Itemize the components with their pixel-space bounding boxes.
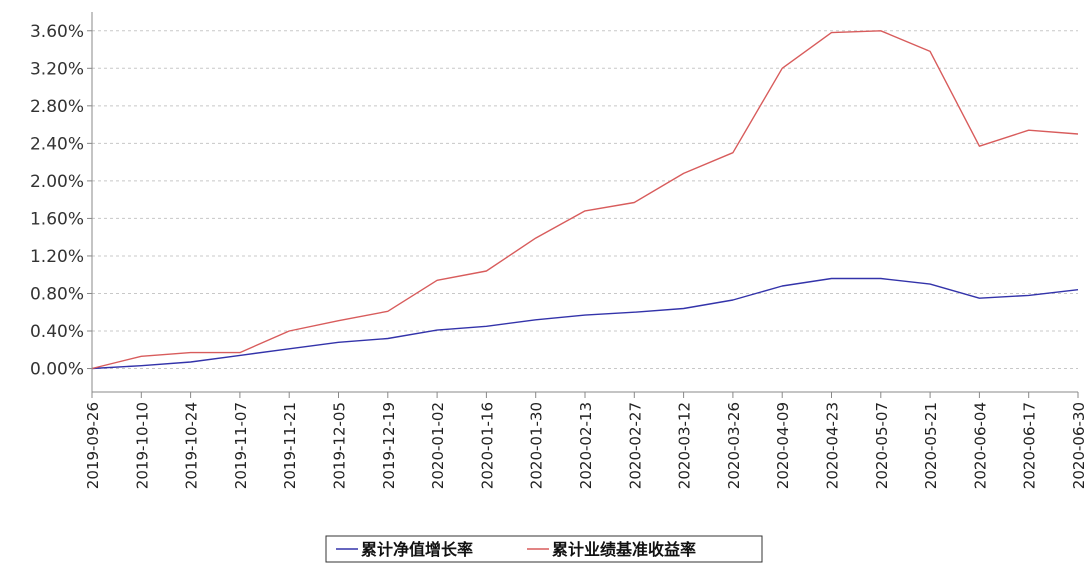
y-tick-label: 2.40%	[30, 134, 84, 154]
x-tick-label: 2020-04-09	[774, 402, 792, 489]
plot-area	[92, 12, 1078, 392]
x-tick-label: 2020-01-16	[478, 402, 496, 489]
y-tick-label: 3.20%	[30, 59, 84, 79]
y-axis: 0.00% 0.40% 0.80% 1.20% 1.60% 2.00% 2.40% 2.80%…	[30, 22, 92, 380]
y-tick-label: 1.20%	[30, 247, 84, 267]
y-tick-label: 2.00%	[30, 172, 84, 192]
x-tick-label: 2020-01-02	[429, 402, 447, 489]
legend-label-nav: 累计净值增长率	[361, 540, 473, 559]
x-tick-label: 2019-11-07	[232, 402, 250, 489]
y-tick-label: 2.80%	[30, 97, 84, 117]
y-tick-label: 1.60%	[30, 209, 84, 229]
x-tick-label: 2020-03-26	[725, 402, 743, 489]
x-tick-label: 2020-05-07	[873, 402, 891, 489]
series-line-nav	[91, 277, 1079, 370]
x-tick-label: 2020-06-17	[1021, 402, 1039, 489]
x-tick-label: 2020-03-12	[676, 402, 694, 489]
grid	[92, 30, 1078, 370]
x-tick-label: 2019-10-24	[183, 402, 201, 489]
x-tick-label: 2019-11-21	[281, 402, 299, 489]
legend-label-benchmark: 累计业绩基准收益率	[552, 540, 696, 559]
x-tick-label: 2020-06-04	[971, 402, 989, 489]
x-tick-label: 2019-10-10	[133, 402, 151, 489]
x-tick-label: 2020-01-30	[528, 402, 546, 489]
x-tick-label: 2019-12-19	[380, 402, 398, 489]
series-line-benchmark	[91, 30, 1079, 370]
series-group	[91, 30, 1079, 370]
x-tick-label: 2020-05-21	[922, 402, 940, 489]
x-tick-label: 2020-06-30	[1070, 402, 1088, 489]
y-tick-label: 0.00%	[30, 360, 84, 380]
x-tick-label: 2019-09-26	[84, 402, 102, 489]
y-tick-label: 0.80%	[30, 284, 84, 304]
x-tick-label: 2020-02-27	[626, 402, 644, 489]
y-tick-label: 3.60%	[30, 22, 84, 42]
legend: 累计净值增长率 累计业绩基准收益率	[325, 535, 763, 563]
x-tick-label: 2020-02-13	[577, 402, 595, 489]
x-axis: 2019-09-26 2019-10-10 2019-10-24 2019-11-07…	[84, 392, 1088, 489]
x-tick-label: 2020-04-23	[824, 402, 842, 489]
y-tick-label: 0.40%	[30, 322, 84, 342]
x-tick-label: 2019-12-05	[331, 402, 349, 489]
